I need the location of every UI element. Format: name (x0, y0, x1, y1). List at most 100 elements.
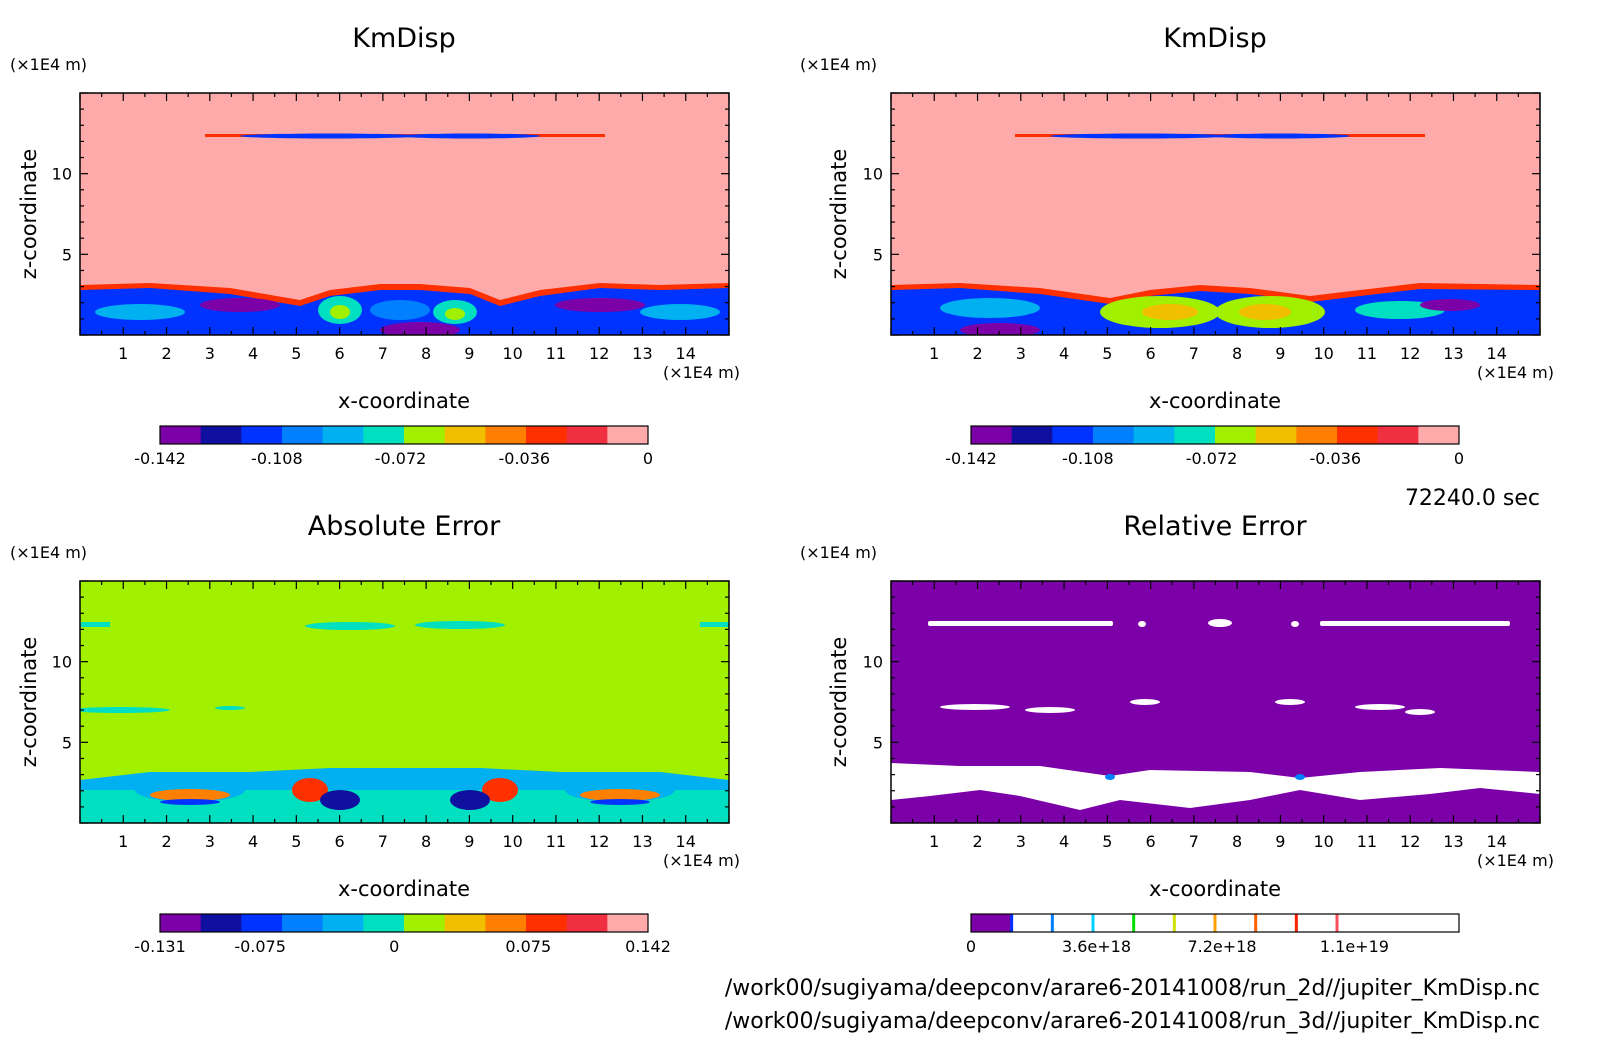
field-eddy (580, 789, 660, 801)
x-tick-label: 13 (1443, 344, 1463, 363)
y-axis-label: z-coordinate (827, 149, 851, 280)
colorbar-tick-label: 0 (643, 449, 653, 468)
field-hole (1355, 704, 1405, 710)
x-tick-label: 1 (929, 832, 939, 851)
colorbar-segment (160, 914, 202, 932)
x-tick-label: 6 (1146, 832, 1156, 851)
heatmap-field (80, 93, 729, 335)
x-tick-label: 10 (1313, 344, 1333, 363)
chart-title: Relative Error (1123, 511, 1307, 542)
colorbar-frame (159, 425, 649, 445)
colorbar-segment (971, 426, 1013, 444)
x-tick-label: 12 (589, 832, 609, 851)
x-tick-label: 10 (1313, 832, 1333, 851)
x-axis-label: x-coordinate (338, 877, 470, 901)
y-tick-label: 5 (873, 245, 883, 264)
field-band (415, 621, 505, 629)
field-band (215, 706, 245, 710)
field-hole (1130, 699, 1160, 705)
chart-title: KmDisp (352, 23, 456, 54)
field-eddy (1105, 774, 1115, 780)
colorbar-tick-label: -0.108 (1062, 449, 1114, 468)
colorbar-tick-label: -0.142 (134, 449, 186, 468)
colorbar-segment (282, 426, 324, 444)
file-path-2: /work00/sugiyama/deepconv/arare6-2014100… (725, 1009, 1540, 1034)
colorbar-tick-label: 0 (966, 937, 976, 956)
y-axis-label: z-coordinate (827, 637, 851, 768)
field-eddy (95, 304, 185, 320)
colorbar-segment (566, 426, 608, 444)
panel-relative-error: Relative Error (×1E4 m) 1 2 3 4 5 6 7 8 9 10 11 12 1… (800, 511, 1554, 956)
colorbar-segment (607, 426, 649, 444)
colorbar-segment (607, 914, 649, 932)
x-tick-label: 9 (464, 344, 474, 363)
colorbar-segment (1093, 914, 1135, 932)
x-tick-label: 8 (1232, 832, 1242, 851)
y-tick-label: 10 (52, 653, 72, 672)
x-tick-label: 3 (1016, 344, 1026, 363)
x-tick-label: 14 (676, 344, 696, 363)
colorbar: -0.142 -0.108 -0.072 -0.036 0 (945, 425, 1464, 468)
x-tick-label: 9 (1275, 344, 1285, 363)
field-band (700, 622, 729, 627)
colorbar-tick-label: 3.6e+18 (1062, 937, 1131, 956)
field-band (305, 622, 395, 630)
x-tick-label: 4 (1059, 832, 1069, 851)
x-tick-label: 10 (502, 832, 522, 851)
colorbar-segment (363, 426, 405, 444)
colorbar-segment (1174, 914, 1216, 932)
x-tick-label: 13 (632, 344, 652, 363)
x-tick-label: 13 (632, 832, 652, 851)
colorbar-segment (1337, 426, 1379, 444)
colorbar-segment (200, 914, 242, 932)
heatmap-field (891, 93, 1540, 335)
field-eddy (445, 308, 465, 320)
colorbar-segment (485, 426, 527, 444)
field-eddy (482, 778, 518, 802)
colorbar-frame (159, 913, 649, 933)
x-tick-label: 4 (248, 344, 258, 363)
x-tick-label: 3 (1016, 832, 1026, 851)
field-layer-top-core (400, 133, 540, 139)
colorbar-segment (1011, 914, 1053, 932)
y-tick-label: 10 (863, 653, 883, 672)
field-layer-top-core (1210, 133, 1350, 139)
x-tick-label: 5 (291, 832, 301, 851)
field-hole (1138, 621, 1146, 627)
colorbar-tick-label: -0.131 (134, 937, 186, 956)
x-tick-label: 11 (1357, 832, 1377, 851)
colorbar-tick-label: 7.2e+18 (1187, 937, 1256, 956)
colorbar-segment (1011, 426, 1053, 444)
field-eddy (960, 323, 1040, 335)
colorbar-segment (1093, 426, 1135, 444)
x-tick-label: 2 (972, 344, 982, 363)
colorbar-segment (404, 426, 446, 444)
colorbar-segment (1255, 914, 1297, 932)
y-unit-label: (×1E4 m) (800, 55, 877, 74)
colorbar-segment (485, 914, 527, 932)
colorbar: 0 3.6e+18 7.2e+18 1.1e+19 (966, 913, 1460, 956)
field-hole (928, 621, 1113, 626)
colorbar-segment (444, 426, 486, 444)
colorbar: -0.131 -0.075 0 0.075 0.142 (134, 913, 671, 956)
x-tick-label: 7 (1189, 832, 1199, 851)
colorbar-tick-label: -0.108 (251, 449, 303, 468)
field-eddy (370, 300, 430, 320)
heatmap-field (80, 581, 729, 823)
x-tick-label: 2 (972, 832, 982, 851)
field-hole (1208, 619, 1232, 627)
x-tick-label: 14 (1487, 832, 1507, 851)
x-tick-label: 12 (1400, 344, 1420, 363)
colorbar-segment (1418, 426, 1460, 444)
y-unit-label: (×1E4 m) (800, 543, 877, 562)
colorbar-segment (200, 426, 242, 444)
x-tick-label: 1 (118, 344, 128, 363)
field-hole (1275, 699, 1305, 705)
x-tick-label: 9 (464, 832, 474, 851)
field-layer-low (891, 763, 1540, 810)
colorbar-segment (1052, 426, 1094, 444)
